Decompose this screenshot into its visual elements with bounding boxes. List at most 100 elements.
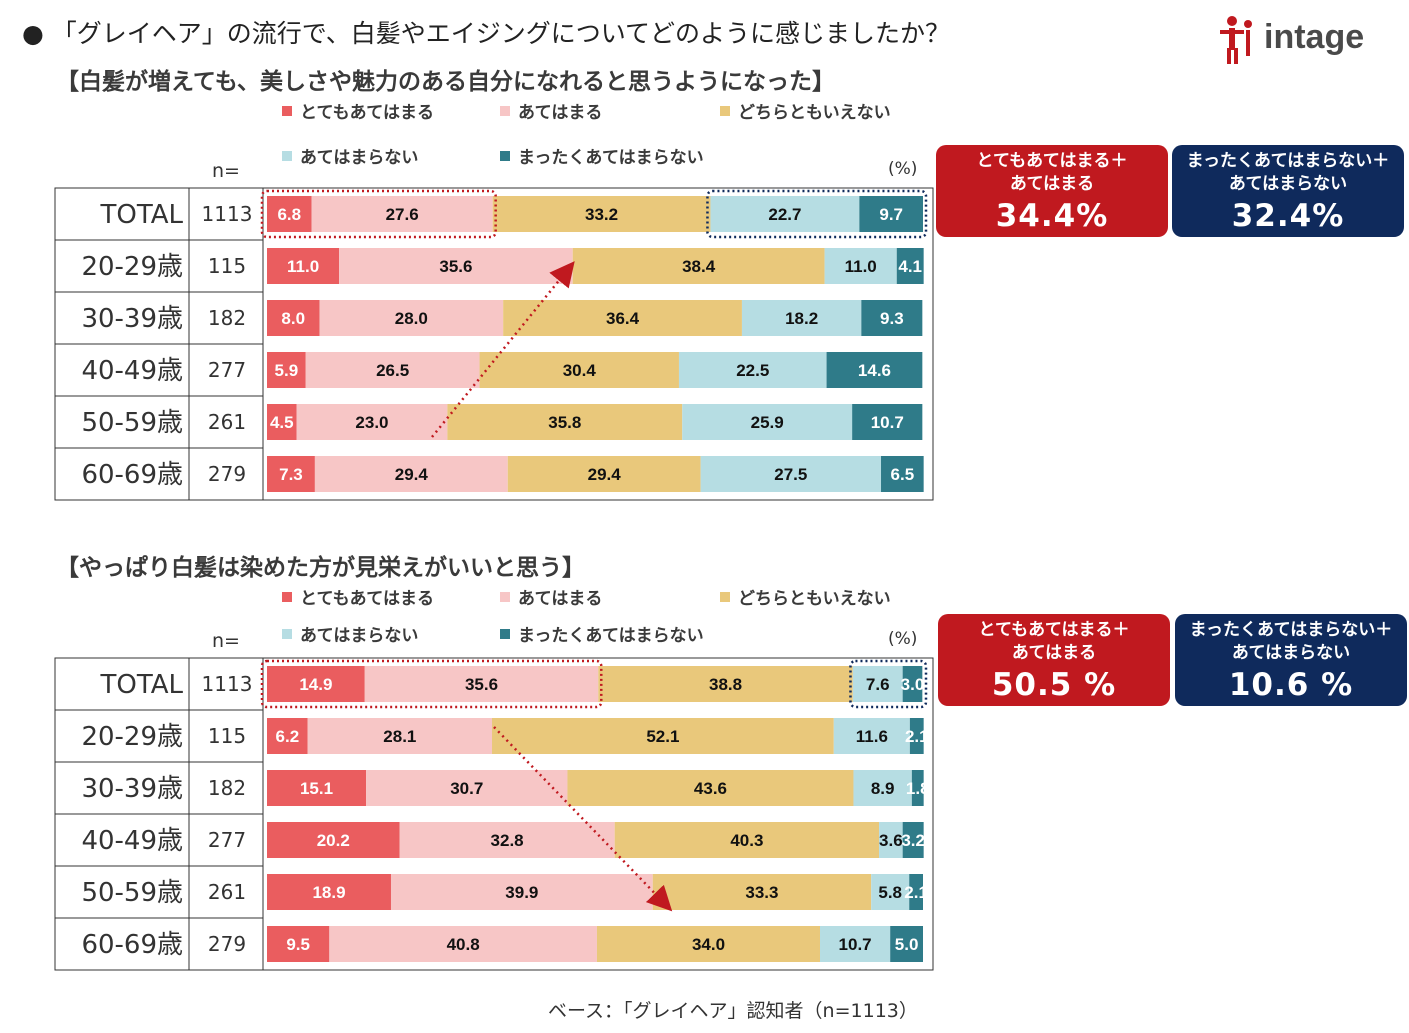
bar-value-label: 6.5: [891, 465, 915, 484]
bar-value-label: 22.5: [736, 361, 769, 380]
bar-value-label: 7.3: [279, 465, 303, 484]
bar-segment: [909, 874, 923, 910]
summary-disagree-box: まったくあてはまらない＋ あてはまらない 32.4%: [1172, 145, 1404, 237]
n-value: 182: [208, 776, 246, 800]
bar-segment: [911, 770, 924, 806]
legend-label: どちらともいえない: [738, 589, 891, 609]
bar-value-label: 3.0: [901, 675, 925, 694]
bar-segment: [296, 404, 448, 440]
bar-segment: [909, 718, 924, 754]
bar-segment: [267, 300, 320, 336]
category-label: TOTAL: [100, 670, 184, 700]
bar-segment: [710, 196, 860, 232]
category-label: 20-29歳: [81, 722, 183, 752]
bar-value-label: 3.2: [901, 831, 925, 850]
bar-segment: [871, 874, 910, 910]
bar-segment: [267, 456, 315, 492]
n-value: 115: [208, 254, 246, 278]
bar-value-label: 6.2: [276, 727, 300, 746]
bar-value-label: 38.4: [682, 257, 716, 276]
bar-value-label: 4.1: [898, 257, 922, 276]
legend-item: あてはまる: [500, 98, 602, 123]
bar-value-label: 28.1: [383, 727, 416, 746]
unit-label: (%): [888, 629, 918, 649]
bar-value-label: 8.9: [871, 779, 895, 798]
bar-value-label: 33.2: [585, 205, 618, 224]
bar-value-label: 33.3: [745, 883, 778, 902]
bar-segment: [824, 248, 897, 284]
bar-value-label: 30.7: [450, 779, 483, 798]
bar-value-label: 9.3: [880, 309, 904, 328]
bar-value-label: 11.0: [287, 257, 319, 276]
legend-swatch: [500, 150, 510, 161]
legend-swatch: [500, 628, 510, 639]
n-header: n=: [212, 160, 240, 182]
bar-segment: [861, 300, 923, 336]
bar-segment: [652, 874, 872, 910]
bar-segment: [881, 456, 924, 492]
bar-segment: [319, 300, 504, 336]
legend-swatch: [500, 591, 510, 602]
bar-segment: [329, 926, 597, 962]
summary-value: 50.5 %: [991, 667, 1117, 703]
summary-agree-box: とてもあてはまる＋ あてはまる 50.5 %: [938, 614, 1170, 706]
bar-value-label: 11.6: [856, 727, 888, 746]
page-title-text: 「グレイヘア」の流行で、白髪やエイジングについてどのように感じましたか？: [51, 19, 951, 48]
bar-value-label: 27.5: [774, 465, 807, 484]
bar-segment: [267, 770, 367, 806]
bar-segment: [314, 456, 508, 492]
bar-segment: [267, 874, 391, 910]
bar-value-label: 22.7: [768, 205, 801, 224]
bar-segment: [267, 196, 312, 232]
bar-value-label: 18.9: [312, 883, 345, 902]
bar-segment: [503, 300, 742, 336]
bar-segment: [859, 196, 923, 232]
bar-value-label: 30.4: [563, 361, 597, 380]
bar-value-label: 8.0: [281, 309, 305, 328]
legend-label: どちらともいえない: [738, 103, 891, 123]
bar-value-label: 32.8: [491, 831, 524, 850]
summary-label: とてもあてはまる＋ あてはまる: [976, 151, 1128, 194]
legend-label: あてはまらない: [300, 148, 419, 168]
section1-heading: 【白髪が増えても、美しさや魅力のある自分になれると思うようになった】: [56, 69, 836, 95]
section2-heading: 【やっぱり白髪は染めた方が見栄えがいいと思う】: [56, 555, 585, 581]
bar-segment: [267, 404, 297, 440]
bar-value-label: 6.8: [277, 205, 301, 224]
bar-segment: [364, 666, 599, 702]
bar-value-label: 14.6: [858, 361, 891, 380]
bar-segment: [902, 822, 924, 858]
category-label: 60-69歳: [81, 460, 183, 490]
bar-segment: [390, 874, 653, 910]
n-value: 279: [208, 932, 246, 956]
bar-segment: [826, 352, 923, 388]
legend-swatch: [500, 105, 510, 116]
category-label: TOTAL: [100, 200, 184, 230]
summary-label: まったくあてはまらない＋ あてはまらない: [1189, 620, 1393, 663]
bar-segment: [366, 770, 568, 806]
legend-swatch: [282, 591, 292, 602]
bar-value-label: 34.0: [692, 935, 725, 954]
bar-value-label: 3.6: [879, 831, 903, 850]
bar-segment: [492, 196, 711, 232]
bar-segment: [598, 666, 853, 702]
summary-label: まったくあてはまらない＋ あてはまらない: [1186, 151, 1390, 194]
bar-value-label: 35.6: [439, 257, 472, 276]
logo-text: intage: [1264, 18, 1364, 56]
bar-value-label: 52.1: [646, 727, 679, 746]
bar-value-label: 5.9: [275, 361, 299, 380]
legend-label: あてはまる: [518, 589, 603, 609]
bar-segment: [567, 770, 854, 806]
bar-segment: [833, 718, 910, 754]
bar-value-label: 7.6: [866, 675, 890, 694]
bar-segment: [614, 822, 880, 858]
bar-value-label: 5.8: [878, 883, 902, 902]
legend-swatch: [720, 591, 730, 602]
bar-segment: [307, 718, 493, 754]
bullet-icon: ●: [22, 19, 44, 48]
legend-label: まったくあてはまらない: [518, 626, 704, 646]
legend-item: あてはまらない: [282, 621, 418, 646]
bar-value-label: 11.0: [845, 257, 877, 276]
bar-segment: [852, 666, 903, 702]
bar-segment: [399, 822, 615, 858]
legend-item: まったくあてはまらない: [500, 143, 704, 168]
